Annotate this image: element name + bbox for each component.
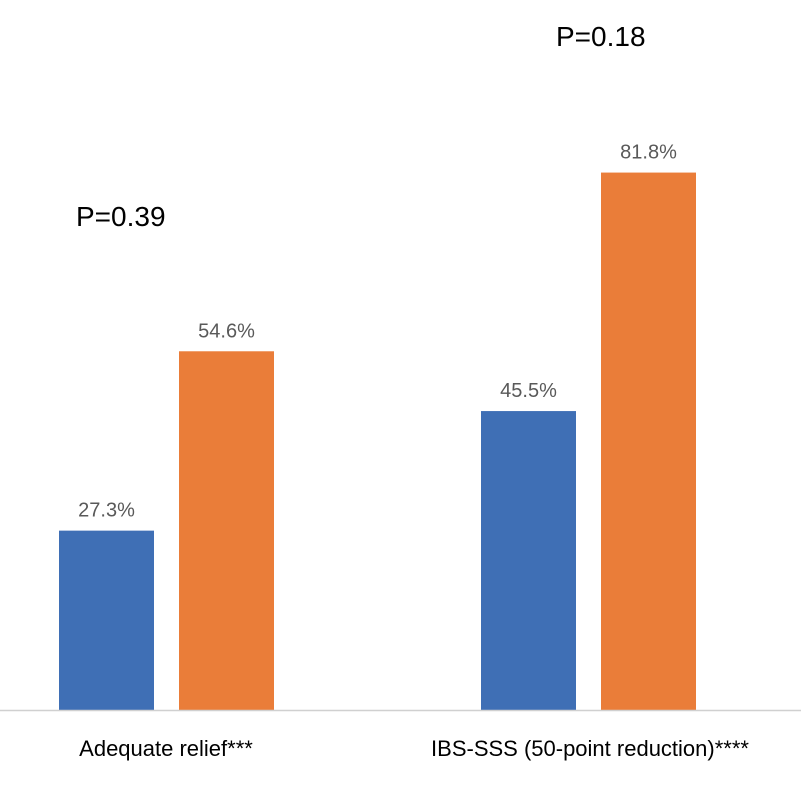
bar-1-0: [481, 411, 576, 710]
p-value-annotation-1: P=0.18: [556, 21, 646, 52]
data-label-0-1: 54.6%: [198, 320, 255, 342]
bar-1-1: [601, 172, 696, 711]
bar-0-1: [179, 351, 274, 710]
bar-0-0: [59, 530, 154, 710]
p-value-annotation-0: P=0.39: [76, 201, 166, 232]
data-label-1-1: 81.8%: [620, 142, 677, 164]
category-label-1: IBS-SSS (50-point reduction)****: [431, 736, 749, 761]
category-label-0: Adequate relief***: [79, 736, 253, 761]
data-label-1-0: 45.5%: [500, 380, 557, 402]
data-label-0-0: 27.3%: [78, 500, 135, 522]
